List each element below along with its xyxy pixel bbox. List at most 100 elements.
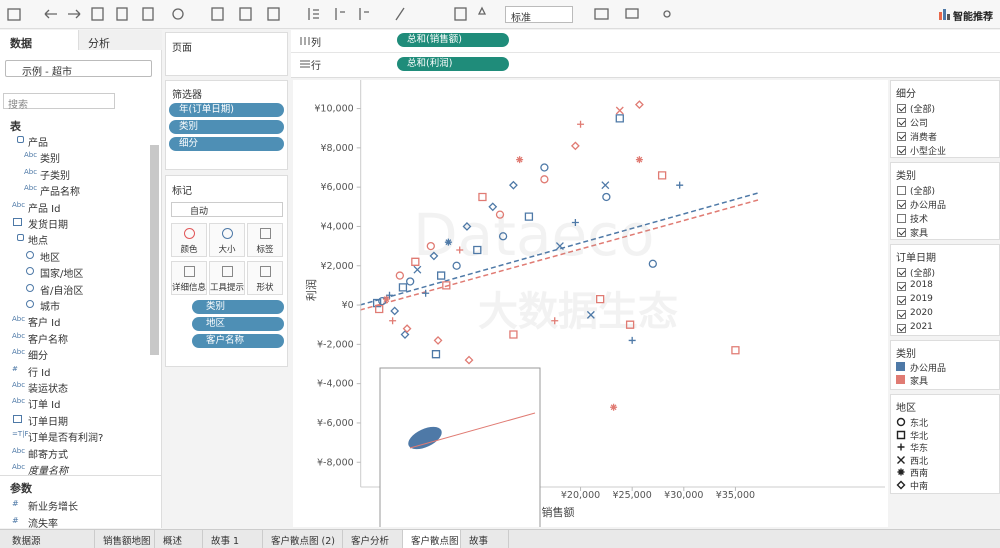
mark-pill[interactable]: 客户名称: [192, 334, 284, 348]
field-name: 行 Id: [28, 367, 51, 379]
legend-card: 类别 办公用品 家具: [890, 340, 1000, 390]
checkbox[interactable]: [897, 132, 906, 141]
pages-title: 页面: [172, 43, 192, 54]
column-row-shelves: 列 总和(销售额) 行 总和(利润): [291, 30, 1000, 78]
field-name: 订单 Id: [28, 400, 61, 412]
sheet-tab-label: 客户分析: [351, 536, 390, 547]
mark-button-label: 详细信息: [172, 283, 207, 293]
field-type: Abc: [12, 397, 26, 406]
legend-item: 家具: [910, 229, 929, 239]
mark-type-select[interactable]: 自动: [171, 202, 283, 217]
mark-button-label: 大小: [218, 245, 236, 255]
field-name: 类别: [40, 154, 60, 166]
group-name: 地点: [28, 236, 48, 248]
filter-pill[interactable]: 细分: [169, 137, 284, 151]
checkbox[interactable]: [897, 146, 906, 155]
trend-line: [359, 192, 759, 306]
data-point: [586, 310, 595, 319]
color-swatch: [896, 362, 905, 371]
checkbox[interactable]: [897, 268, 906, 277]
shape-swatch: [897, 455, 905, 464]
data-point: [400, 330, 410, 339]
field-name: 客户 Id: [28, 318, 61, 330]
sheet-tab[interactable]: 销售额地图: [95, 530, 155, 548]
data-point: [389, 317, 397, 325]
data-point: [382, 295, 390, 303]
toolbar: 标准 智能推荐: [0, 0, 1000, 29]
data-point: [555, 242, 564, 251]
data-point: [431, 350, 441, 359]
mark-button-icon: [222, 266, 233, 277]
scrollbar[interactable]: [150, 145, 159, 355]
mark-button-label: 标签: [256, 245, 274, 255]
rows-pill[interactable]: 总和(利润): [397, 57, 509, 71]
show-me-label: 智能推荐: [953, 12, 993, 23]
checkbox[interactable]: [897, 310, 906, 319]
sheet-tab[interactable]: 客户散点图: [403, 530, 461, 548]
legend-item: 西北: [910, 456, 929, 467]
view-size-dropdown[interactable]: 标准: [505, 6, 573, 24]
checkbox[interactable]: [897, 282, 906, 291]
sheet-tab[interactable]: 客户分析: [343, 530, 403, 548]
data-point: [433, 336, 443, 345]
rows-label: 行: [311, 61, 321, 72]
watermark: Dataeco: [413, 201, 655, 269]
data-point: [426, 241, 435, 251]
checkbox[interactable]: [897, 104, 906, 113]
data-point: [456, 246, 464, 254]
legend-item: 西南: [910, 469, 929, 479]
field-type: Abc: [12, 315, 26, 324]
mark-button[interactable]: 标签: [247, 223, 283, 257]
mark-button[interactable]: 详细信息: [171, 261, 207, 295]
sheet-tab[interactable]: 故事 1: [203, 530, 263, 548]
checkbox[interactable]: [897, 186, 906, 195]
mark-button[interactable]: 形状: [247, 261, 283, 295]
sheet-tab[interactable]: 客户散点图 (2): [263, 530, 343, 548]
field-type: Abc: [24, 151, 38, 160]
checkbox[interactable]: [897, 296, 906, 305]
shape-swatch: [897, 468, 905, 476]
mark-button-icon: [222, 228, 233, 239]
filter-pill[interactable]: 年(订单日期): [169, 103, 284, 117]
mark-button[interactable]: 大小: [209, 223, 245, 257]
group-name: 产品: [28, 138, 48, 149]
columns-pill[interactable]: 总和(销售额): [397, 33, 509, 47]
sheet-tab[interactable]: 故事: [461, 530, 509, 548]
checkbox[interactable]: [897, 214, 906, 223]
data-point: [372, 298, 382, 308]
field-name: 客户名称: [28, 334, 68, 346]
mark-pill[interactable]: 类别: [192, 300, 284, 314]
mark-button[interactable]: 工具提示: [209, 261, 245, 295]
field-type: Abc: [12, 381, 26, 389]
field-name: 度量名称: [28, 466, 68, 477]
marks-title: 标记: [172, 186, 192, 197]
y-tick-label: ¥-4,000: [317, 379, 354, 390]
search-box[interactable]: 搜索: [3, 93, 115, 111]
columns-label: 列: [311, 38, 321, 49]
mark-button[interactable]: 颜色: [171, 223, 207, 257]
mark-pill[interactable]: 地区: [192, 317, 284, 331]
geo-icon: [26, 250, 34, 259]
data-point: [478, 192, 487, 202]
data-point: [462, 222, 472, 231]
legend-item: 华东: [910, 444, 929, 454]
legend-item: 技术: [910, 215, 929, 225]
filter-pill[interactable]: 类别: [169, 120, 284, 134]
checkbox[interactable]: [897, 200, 906, 209]
data-point: [615, 114, 624, 123]
mark-button-label: 形状: [256, 283, 274, 293]
sheet-tab[interactable]: 概述: [155, 530, 203, 548]
checkbox[interactable]: [897, 228, 906, 237]
tab-data[interactable]: 数据: [10, 37, 32, 50]
checkbox[interactable]: [897, 118, 906, 127]
show-me-button[interactable]: 智能推荐: [938, 6, 1000, 23]
geo-icon: [26, 267, 34, 276]
mark-type: 自动: [190, 207, 209, 217]
param-type: #: [12, 499, 19, 508]
field-name: 地区: [40, 252, 60, 264]
field-name: 产品名称: [40, 187, 80, 199]
tab-analysis[interactable]: 分析: [88, 37, 110, 50]
checkbox[interactable]: [897, 324, 906, 333]
sheet-tab[interactable]: 数据源: [0, 530, 95, 548]
source-select[interactable]: 示例 - 超市: [5, 60, 152, 78]
